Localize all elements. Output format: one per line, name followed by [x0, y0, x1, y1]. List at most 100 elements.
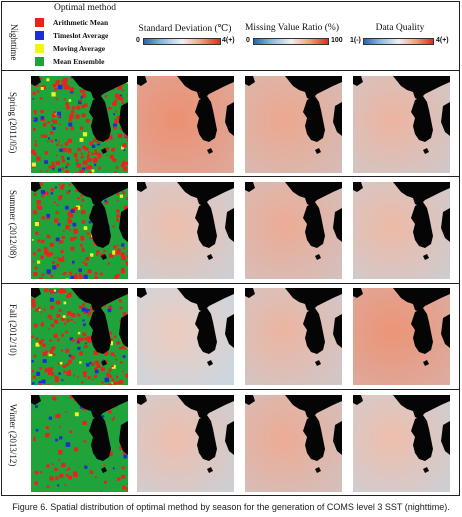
- land-mass: [285, 288, 342, 312]
- land-mass: [411, 202, 433, 248]
- row-label-summer: Summer (2012/08): [8, 190, 18, 259]
- land-mass: [441, 102, 450, 136]
- map-panel-spring-optimal-method: [31, 76, 128, 173]
- land-mass: [101, 148, 107, 154]
- map-image: [353, 182, 450, 279]
- mvr-colorbar: [253, 38, 329, 45]
- land-mass: [31, 76, 41, 86]
- map-image: [31, 182, 128, 279]
- map-panel-spring-std-deviation: [137, 76, 234, 173]
- land-mass: [177, 76, 234, 100]
- map-panel-winter-std-deviation: [137, 395, 234, 492]
- land-mass: [137, 288, 147, 298]
- legend-item-mean-ensemble: Mean Ensemble: [35, 56, 104, 66]
- data-quality-title: Data Quality: [375, 23, 425, 33]
- land-mass: [315, 148, 321, 154]
- land-mass: [441, 208, 450, 242]
- land-mass: [315, 254, 321, 260]
- land-mass: [177, 182, 234, 206]
- figure-caption: Figure 6. Spatial distribution of optima…: [12, 502, 450, 512]
- land-mass: [207, 467, 213, 473]
- legend-label: Moving Average: [53, 43, 106, 53]
- map-image: [353, 395, 450, 492]
- row-separator: [1, 283, 460, 284]
- map-image: [137, 395, 234, 492]
- row-label-spring: Spring (2011/05): [8, 92, 18, 154]
- land-mass: [225, 421, 234, 455]
- legend-label: Timeslot Average: [53, 30, 109, 40]
- land-mass: [285, 395, 342, 419]
- row-label-winter: Winter (2013/12): [8, 404, 18, 467]
- land-mass: [71, 76, 128, 100]
- std-colorbar-max: 4(+): [222, 37, 235, 44]
- map-image: [245, 182, 342, 279]
- land-mass: [303, 202, 325, 248]
- land-mass: [71, 395, 128, 419]
- land-mass: [137, 395, 147, 405]
- map-panel-spring-missing-value-ratio: [245, 76, 342, 173]
- map-image: [31, 288, 128, 385]
- land-mass: [353, 395, 363, 405]
- map-panel-spring-data-quality: [353, 76, 450, 173]
- land-mass: [225, 314, 234, 348]
- std-colorbar-min: 0: [136, 37, 140, 44]
- land-mass: [31, 395, 41, 405]
- map-image: [353, 288, 450, 385]
- land-mass: [245, 395, 255, 405]
- land-mass: [207, 254, 213, 260]
- land-mass: [207, 148, 213, 154]
- land-mass: [411, 308, 433, 354]
- land-mass: [393, 395, 450, 419]
- land-mass: [71, 288, 128, 312]
- nighttime-label: Nighttime: [9, 24, 19, 61]
- dq-colorbar: [363, 38, 434, 45]
- map-image: [31, 395, 128, 492]
- legend-item-moving-average: Moving Average: [35, 43, 105, 53]
- std-colorbar: [143, 38, 221, 45]
- map-panel-winter-data-quality: [353, 395, 450, 492]
- land-mass: [393, 76, 450, 100]
- legend-label: Arithmetic Mean: [53, 17, 109, 27]
- map-panel-fall-std-deviation: [137, 288, 234, 385]
- figure-frame: [1, 1, 460, 496]
- land-mass: [441, 314, 450, 348]
- land-mass: [195, 96, 217, 142]
- row-label-fall: Fall (2012/10): [8, 304, 18, 356]
- legend-item-timeslot-average: Timeslot Average: [35, 30, 108, 40]
- land-mass: [315, 360, 321, 366]
- legend-item-arithmetic-mean: Arithmetic Mean: [35, 17, 108, 27]
- header-separator: [1, 70, 460, 71]
- land-mass: [333, 421, 342, 455]
- map-panel-summer-std-deviation: [137, 182, 234, 279]
- row-separator: [1, 389, 460, 390]
- land-mass: [411, 415, 433, 461]
- land-mass: [71, 182, 128, 206]
- land-mass: [333, 102, 342, 136]
- map-panel-fall-missing-value-ratio: [245, 288, 342, 385]
- land-mass: [353, 182, 363, 192]
- land-mass: [303, 96, 325, 142]
- land-mass: [195, 415, 217, 461]
- land-mass: [441, 421, 450, 455]
- land-mass: [31, 182, 41, 192]
- land-mass: [393, 288, 450, 312]
- land-mass: [315, 467, 321, 473]
- optimal-method-title: Optimal method: [53, 3, 116, 13]
- mvr-colorbar-max: 100: [331, 37, 343, 44]
- std-deviation-title: Standard Deviation (℃): [138, 24, 232, 34]
- land-mass: [423, 467, 429, 473]
- land-mass: [177, 395, 234, 419]
- map-image: [245, 395, 342, 492]
- land-mass: [195, 308, 217, 354]
- map-panel-summer-optimal-method: [31, 182, 128, 279]
- legend-swatch: [35, 43, 44, 53]
- map-image: [137, 288, 234, 385]
- map-panel-winter-optimal-method: [31, 395, 128, 492]
- row-separator: [1, 176, 460, 177]
- land-mass: [137, 182, 147, 192]
- land-mass: [89, 202, 111, 248]
- land-mass: [393, 182, 450, 206]
- land-mass: [303, 415, 325, 461]
- missing-value-ratio-title: Missing Value Ratio (%): [244, 23, 340, 33]
- map-panel-winter-missing-value-ratio: [245, 395, 342, 492]
